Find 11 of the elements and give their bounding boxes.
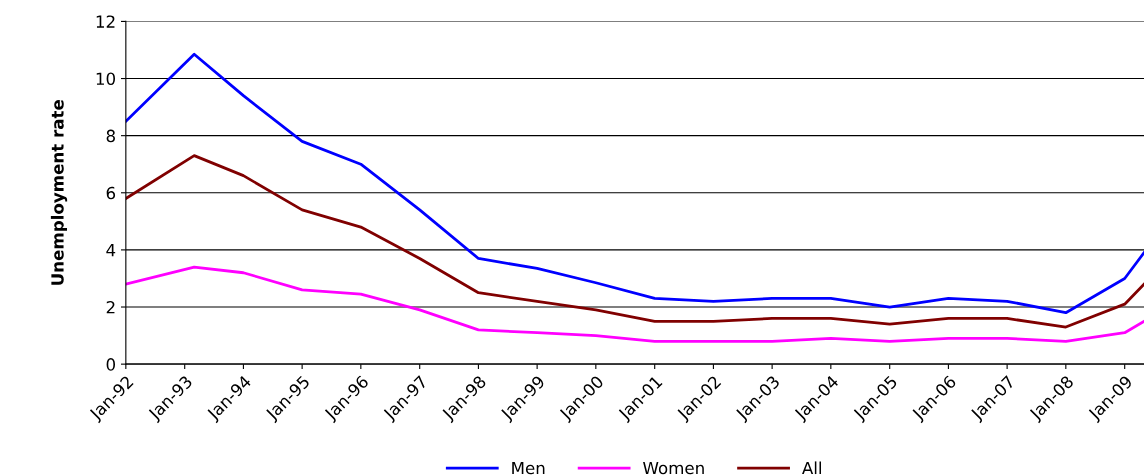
y-axis-title: Unemployment rate [50, 100, 68, 285]
y-tick-label: 2 [106, 300, 115, 314]
legend-label: Men [512, 461, 545, 475]
y-tick-label: 10 [96, 72, 116, 86]
y-tick-label: 6 [106, 186, 116, 200]
legend-label: Women [643, 461, 704, 475]
y-tick-label: 12 [96, 15, 115, 28]
legend-label: All [802, 461, 821, 475]
y-tick-label: 8 [106, 129, 115, 143]
y-tick-label: 4 [106, 244, 116, 257]
y-tick-label: 0 [106, 358, 116, 371]
